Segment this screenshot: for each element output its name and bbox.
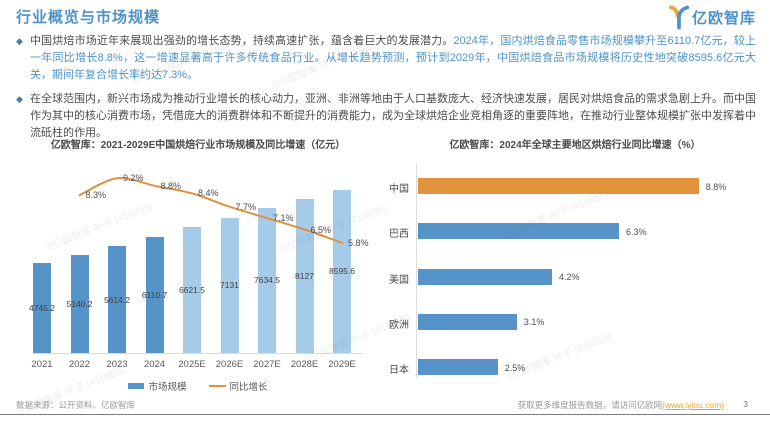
region-value-label: 6.3%: [625, 226, 647, 237]
growth-point-label: 7.7%: [235, 201, 257, 212]
footer-promo-text: 获取更多维度报告数据，请访问亿欧网: [517, 400, 663, 410]
regions-chart-title: 亿欧智库：2024年全球主要地区烘焙行业同比增速（%）: [449, 140, 701, 151]
bar-value-label: 4745.2: [29, 302, 55, 313]
growth-point-label: 7.1%: [273, 213, 294, 224]
bar-value-label: 7634.5: [254, 275, 280, 286]
legend-line-swatch: [208, 384, 226, 388]
growth-point-label: 5.8%: [348, 237, 369, 248]
growth-line: [78, 176, 343, 244]
region-value-label: 2.5%: [504, 362, 526, 373]
x-axis-label: 2026E: [215, 359, 244, 370]
bullet-text-plain: 在全球范围内，新兴市场成为推动行业增长的核心动力，亚洲、非洲等地由于人口基数庞大…: [30, 93, 756, 139]
bullet-diamond-icon: ◆: [16, 36, 23, 46]
bullet-diamond-icon: ◆: [16, 94, 23, 104]
brand-logo: 亿欧智库: [667, 4, 756, 31]
brand-logo-text: 亿欧智库: [691, 10, 756, 27]
legend-line-label: 同比增长: [229, 382, 268, 393]
x-axis-label: 2022: [68, 359, 91, 370]
growth-point-label: 8.4%: [198, 188, 219, 199]
region-bar: [418, 268, 552, 285]
region-label: 日本: [389, 365, 409, 377]
growth-point-label: 8.3%: [85, 190, 107, 201]
x-axis-label: 2025E: [178, 359, 206, 370]
region-label: 中国: [389, 184, 409, 195]
market-size-bar: [333, 189, 351, 353]
bullet-item: ◆ 中国烘焙市场近年来展现出强劲的增长态势，持续高速扩张，蕴含着巨大的发展潜力。…: [16, 33, 756, 84]
market-size-bar: [145, 236, 164, 353]
bullet-text: 中国烘焙市场近年来展现出强劲的增长态势，持续高速扩张，蕴含着巨大的发展潜力。20…: [30, 33, 756, 84]
x-axis-label: 2021: [31, 359, 53, 370]
legend-bar-swatch: [128, 383, 145, 389]
footer-promo: 获取更多维度报告数据，请访问亿欧网(www.iyiou.com): [518, 399, 724, 411]
bar-value-label: 5140.2: [66, 299, 93, 310]
x-axis-label: 2027E: [253, 359, 281, 370]
x-axis-label: 2024: [143, 359, 166, 370]
region-bar: [418, 178, 699, 194]
growth-point-label: 8.8%: [160, 180, 182, 191]
market-chart-plot: 4745.2 2021 5140.2 2022 5614.2 2023 6110.7 2024…: [29, 163, 369, 370]
region-value-label: 3.1%: [523, 317, 545, 328]
regions-chart-plot: 中国 8.8% 巴西 6.3% 美国 4.2% 欧洲 3.1% 日本 2.5%: [389, 163, 747, 378]
iyiou-link[interactable]: (www.iyiou.com): [662, 400, 724, 410]
region-bar: [418, 223, 619, 240]
region-label: 巴西: [389, 229, 409, 241]
bar-value-label: 6110.7: [141, 289, 168, 300]
bar-value-label: 7131: [220, 280, 239, 291]
page-title: 行业概览与市场规模: [16, 9, 161, 26]
page-number: 3: [743, 399, 748, 409]
region-label: 欧洲: [389, 319, 409, 331]
bullet-text: 在全球范围内，新兴市场成为推动行业增长的核心动力，亚洲、非洲等地由于人口基数庞大…: [30, 91, 756, 142]
legend-bar-label: 市场规模: [148, 382, 187, 393]
bar-value-label: 6621.5: [179, 285, 205, 296]
x-axis-label: 2029E: [328, 359, 356, 370]
region-value-label: 4.2%: [558, 272, 580, 283]
region-bar: [418, 313, 517, 330]
market-chart-legend: 市场规模 同比增长: [33, 379, 363, 393]
bullet-text-plain: 中国烘焙市场近年来展现出强劲的增长态势，持续高速扩张，蕴含着巨大的发展潜力。: [30, 35, 454, 47]
data-source-note: 数据来源：公开资料、亿欧智库: [16, 400, 136, 410]
x-axis-label: 2023: [106, 359, 128, 370]
footer-divider: [0, 414, 770, 415]
region-bar: [418, 359, 498, 376]
x-axis-label: 2028E: [290, 359, 319, 370]
bar-value-label: 8127: [295, 270, 314, 281]
region-label: 美国: [389, 274, 409, 286]
bullet-text-highlight: 2024年，国内烘焙食品零售市场规模攀升至6110.7亿元，较上一年同比增长8.…: [30, 35, 756, 81]
market-size-bar: [183, 227, 201, 353]
bar-value-label: 8595.6: [329, 266, 355, 277]
brand-logo-icon: [668, 5, 690, 30]
market-size-bar: [33, 262, 51, 353]
market-size-bar: [220, 217, 239, 353]
growth-point-label: 6.5%: [310, 224, 332, 235]
market-chart-title: 亿欧智库：2021-2029E中国烘焙行业市场规模及同比增速（亿元）: [50, 140, 346, 151]
market-size-bar: [258, 207, 276, 353]
region-value-label: 8.8%: [705, 181, 727, 192]
market-size-bar: [70, 255, 89, 353]
bar-value-label: 5614.2: [104, 294, 130, 305]
market-size-bar: [295, 198, 314, 353]
summary-bullets: ◆ 中国烘焙市场近年来展现出强劲的增长态势，持续高速扩张，蕴含着巨大的发展潜力。…: [16, 33, 756, 149]
bullet-item: ◆ 在全球范围内，新兴市场成为推动行业增长的核心动力，亚洲、非洲等地由于人口基数…: [16, 91, 756, 142]
growth-point-label: 9.2%: [123, 173, 144, 184]
market-size-bar: [108, 246, 126, 353]
